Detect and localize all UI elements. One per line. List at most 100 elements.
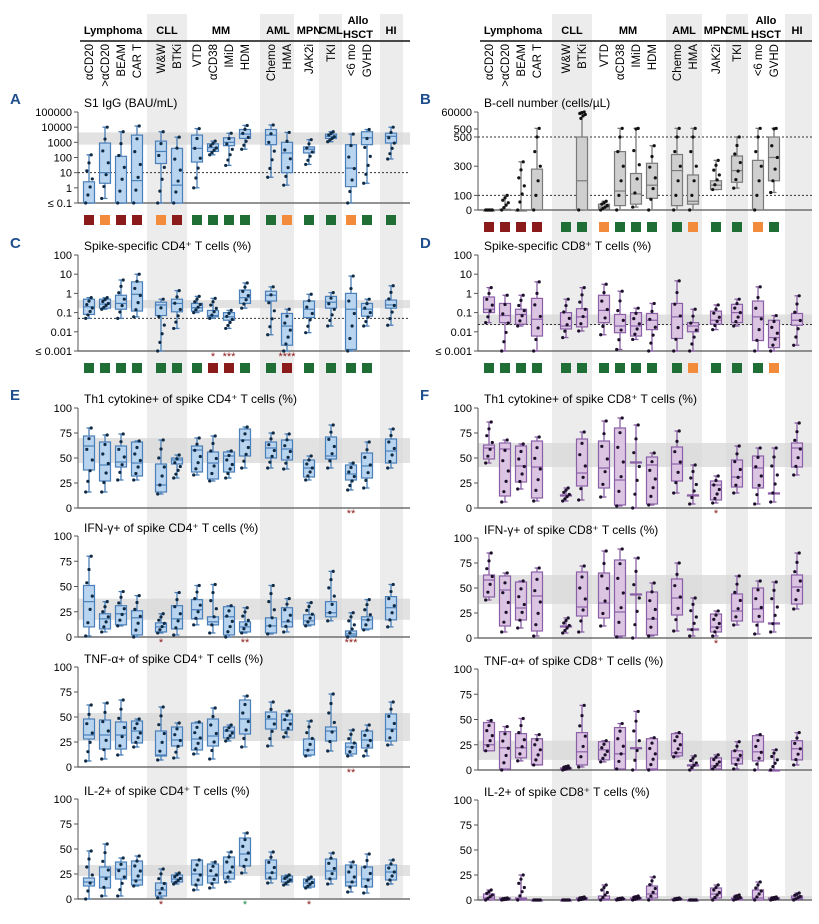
data-point [537, 733, 541, 737]
box-plot [154, 297, 168, 353]
data-point [583, 734, 587, 738]
data-point [634, 311, 638, 315]
significance-marker: *** [223, 351, 237, 363]
data-point [208, 316, 212, 320]
data-point [754, 306, 758, 310]
data-point [224, 880, 228, 884]
data-point [243, 702, 247, 707]
data-point [214, 146, 218, 150]
data-point [227, 855, 231, 859]
data-point [198, 156, 202, 160]
data-point [390, 453, 394, 457]
data-point [736, 169, 740, 173]
box-iqr [82, 181, 96, 204]
data-point [86, 313, 90, 317]
box-plot [114, 856, 128, 898]
data-point [192, 752, 196, 756]
box-iqr [82, 435, 96, 471]
data-point [759, 474, 763, 478]
subgroup-label: HMA [282, 44, 294, 70]
data-point [635, 609, 639, 613]
data-point [650, 741, 654, 745]
data-point [362, 628, 366, 632]
data-point [678, 164, 682, 168]
data-point [688, 349, 692, 353]
data-point [87, 437, 91, 441]
data-point [282, 349, 286, 353]
data-point [363, 145, 367, 150]
data-point [214, 306, 218, 310]
panel-letter: E [10, 387, 20, 404]
data-point [756, 135, 760, 139]
data-point [712, 617, 716, 621]
data-point [266, 466, 270, 470]
data-point [581, 608, 585, 612]
data-point [213, 434, 217, 438]
data-point [486, 896, 490, 900]
data-point [689, 609, 693, 613]
data-point [712, 757, 716, 762]
data-point [132, 884, 136, 888]
data-point [162, 731, 166, 736]
data-point [213, 139, 217, 143]
data-point [352, 875, 356, 879]
data-point [518, 319, 522, 323]
data-point [653, 607, 657, 612]
data-point [282, 183, 286, 187]
data-point [735, 302, 739, 306]
data-point [653, 752, 657, 756]
data-point [620, 416, 624, 420]
data-point [673, 150, 677, 154]
data-point [716, 609, 720, 613]
data-point [672, 629, 676, 633]
data-point [769, 768, 773, 772]
panel-title: Th1 cytokine+ of spike CD8⁺ T cells (%) [484, 392, 697, 406]
data-point [501, 459, 505, 463]
data-point [229, 723, 233, 727]
data-point [388, 618, 392, 622]
data-point [270, 454, 274, 458]
data-point [520, 890, 524, 894]
panel-title: Spike-specific CD4⁺ T cells (%) [84, 239, 251, 253]
data-point [88, 607, 92, 611]
status-square-green [484, 363, 494, 373]
data-point [759, 750, 763, 754]
box-plot [302, 138, 316, 167]
data-point [213, 296, 217, 300]
data-point [564, 488, 568, 492]
data-point [87, 161, 91, 165]
data-point [90, 594, 94, 598]
box-plot [530, 280, 544, 353]
data-point [692, 763, 696, 767]
data-point [652, 875, 656, 879]
box-plot [645, 451, 659, 507]
data-point [329, 430, 333, 434]
data-point [711, 187, 715, 192]
data-point [364, 319, 368, 324]
data-point [621, 164, 625, 168]
data-point [673, 739, 677, 743]
data-point [690, 766, 694, 770]
data-point [602, 432, 606, 436]
data-point [738, 753, 742, 757]
y-tick-label: 500 [454, 124, 472, 136]
y-tick-label: 100 [54, 662, 72, 674]
box-plot [686, 307, 700, 353]
status-square-green [732, 363, 742, 373]
significance-marker: * [159, 637, 164, 649]
data-point [603, 753, 607, 757]
data-point [267, 600, 271, 604]
data-point [503, 196, 507, 200]
box-plot [514, 293, 528, 328]
data-point [348, 336, 352, 341]
status-square-red [224, 363, 234, 373]
status-square-green [516, 363, 526, 373]
box-iqr [482, 721, 496, 752]
data-point [283, 876, 287, 880]
data-point [173, 157, 177, 161]
data-point [771, 343, 775, 347]
data-point [734, 483, 738, 487]
data-point [487, 291, 491, 296]
data-point [138, 293, 142, 298]
data-point [564, 303, 568, 308]
